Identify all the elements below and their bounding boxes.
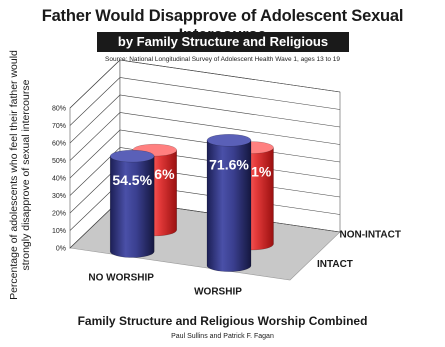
gridline: [69, 77, 341, 126]
bar-intact-no-worship: 54.5%: [109, 149, 155, 258]
y-tick-label: 10%: [52, 228, 66, 235]
x-axis-label: Family Structure and Religious Worship C…: [77, 314, 368, 328]
series-label: INTACT: [317, 259, 353, 270]
y-tick-label: 30%: [52, 193, 66, 200]
y-tick-label: 50%: [52, 158, 66, 165]
y-tick-label: 60%: [52, 141, 66, 148]
chart-subtitle: by Family Structure and Religious Worshi…: [97, 32, 349, 69]
bar-top: [206, 134, 252, 147]
category-label: NO WORSHIP: [88, 272, 154, 283]
labels-layer: 0% 10% 20% 30% 40% 50% 60% 70% 80% NO WORSHIP WORS…: [52, 106, 401, 298]
bar-intact-worship: 71.6%: [206, 134, 252, 272]
y-tick-label: 40%: [52, 176, 66, 183]
series-label: NON-INTACT: [340, 230, 401, 241]
chart-source: Source: National Longitudinal Survey of …: [105, 56, 340, 63]
data-label: 71.6%: [209, 156, 249, 172]
gridline: [69, 94, 341, 144]
gridline: [69, 59, 341, 109]
category-label: WORSHIP: [194, 286, 242, 297]
bars-layer: 45.6% 55.1%54.5%71.6%: [109, 134, 274, 272]
bar-top: [109, 149, 155, 163]
y-tick-label: 20%: [52, 211, 66, 218]
data-label: 54.5%: [112, 172, 152, 188]
bar-body: [206, 140, 252, 272]
y-tick-label: 70%: [52, 123, 66, 130]
bar-body: [109, 155, 155, 258]
y-tick-label: 80%: [52, 106, 66, 113]
y-tick-label: 0%: [56, 246, 66, 253]
chart-credit: Paul Sullins and Patrick F. Fagan: [171, 333, 274, 340]
gridline: [69, 112, 341, 161]
